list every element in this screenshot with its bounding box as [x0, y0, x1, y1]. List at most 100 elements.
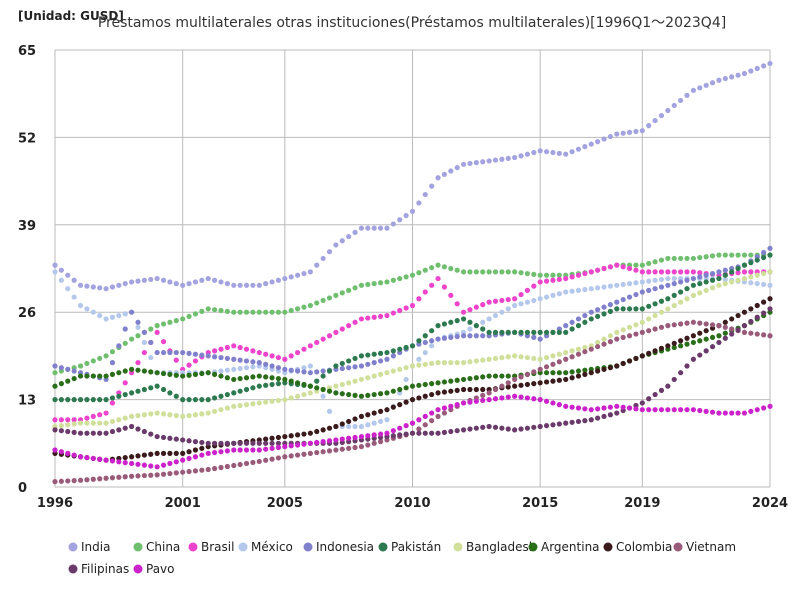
data-point [543, 354, 550, 361]
data-point [767, 252, 773, 258]
data-point [358, 316, 365, 322]
data-point [384, 312, 390, 319]
data-point [326, 249, 333, 255]
data-point [531, 329, 537, 335]
data-point [237, 461, 243, 468]
data-point [690, 282, 696, 288]
data-point [550, 329, 556, 335]
data-point [97, 312, 103, 319]
data-point [665, 296, 671, 302]
data-point [282, 356, 288, 362]
data-point [282, 444, 288, 450]
data-point [333, 423, 339, 430]
data-point [754, 302, 760, 309]
data-point [454, 267, 460, 273]
data-point [748, 274, 754, 280]
data-point [665, 282, 671, 288]
data-point [422, 361, 428, 367]
data-point [658, 309, 665, 315]
data-point [639, 306, 645, 312]
data-point [684, 286, 690, 292]
data-point [320, 368, 326, 374]
data-point [403, 423, 409, 429]
data-point [448, 334, 454, 341]
data-point [543, 379, 550, 385]
data-point [52, 363, 58, 369]
data-point [492, 373, 499, 379]
data-point [275, 444, 282, 451]
legend-label: Argentina [541, 540, 600, 554]
data-point [429, 391, 435, 398]
data-point [192, 439, 199, 445]
data-point [703, 348, 709, 354]
data-point [531, 381, 537, 387]
data-point [639, 279, 645, 285]
data-point [275, 397, 282, 404]
data-point [173, 436, 179, 442]
data-point [658, 112, 665, 119]
data-point [148, 463, 154, 469]
data-point [735, 312, 741, 319]
data-point [390, 404, 396, 410]
legend-marker [133, 542, 143, 552]
data-point [192, 351, 199, 357]
data-point [141, 329, 147, 335]
data-point [129, 279, 135, 285]
data-point [422, 381, 428, 388]
data-point [243, 460, 250, 467]
series-filipinas [52, 306, 773, 446]
data-point [148, 326, 154, 332]
data-point [537, 336, 543, 342]
data-point [492, 157, 499, 163]
data-point [512, 302, 518, 309]
data-point [639, 407, 645, 413]
data-point [154, 450, 160, 456]
data-point [556, 421, 562, 427]
data-point [620, 306, 626, 312]
data-point [148, 276, 154, 283]
data-point [243, 282, 250, 288]
legend-item: China [133, 540, 180, 554]
data-point [211, 307, 218, 313]
data-point [339, 365, 345, 372]
legend-item: Filipinas [68, 562, 129, 576]
legend-item: Argentina [528, 540, 600, 554]
data-point [671, 322, 677, 328]
data-point [269, 440, 275, 446]
data-point [275, 354, 282, 361]
data-point [377, 431, 384, 437]
data-point [671, 269, 677, 275]
data-point [678, 321, 684, 327]
data-point [722, 330, 728, 336]
data-point [524, 287, 531, 293]
data-point [129, 473, 135, 479]
y-tick-label: 26 [18, 306, 36, 321]
data-point [84, 360, 90, 367]
data-point [180, 457, 186, 463]
data-point [352, 434, 358, 441]
data-point [377, 225, 384, 231]
data-point [652, 391, 658, 398]
data-point [218, 407, 224, 413]
data-point [186, 281, 192, 287]
data-point [505, 373, 511, 379]
axes: 0 13 26 39 52 65 1996 2001 2005 2010 2015 2019 2024 [18, 44, 788, 511]
data-point [403, 365, 409, 371]
data-point [748, 260, 754, 266]
data-point [97, 420, 103, 426]
data-point [154, 275, 160, 282]
data-point [397, 346, 403, 352]
data-point [116, 343, 122, 349]
legend-label: India [81, 540, 110, 554]
data-point [243, 346, 250, 352]
data-point [748, 280, 754, 286]
data-point [626, 333, 633, 339]
data-point [256, 440, 262, 446]
data-point [224, 355, 230, 362]
data-point [160, 370, 167, 377]
data-point [709, 409, 716, 415]
data-point [748, 269, 754, 275]
data-point [505, 384, 511, 390]
data-point [614, 336, 620, 342]
data-point [754, 314, 760, 320]
